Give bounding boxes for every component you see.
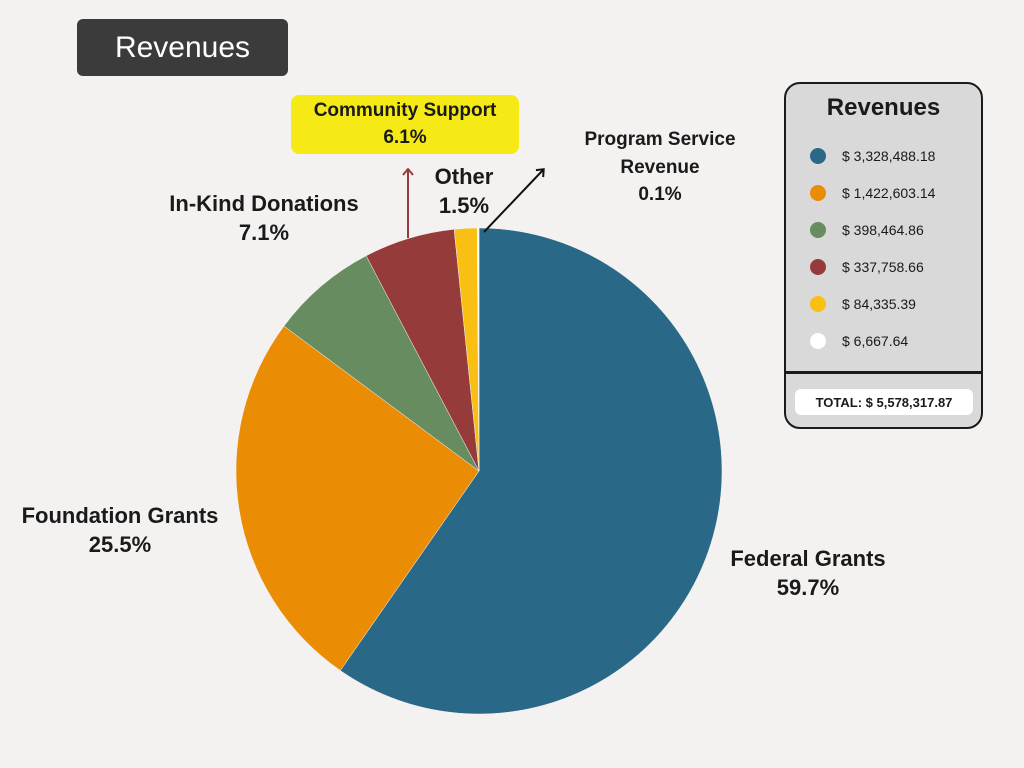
page-title: Revenues [77, 19, 288, 76]
legend-title: Revenues [826, 94, 941, 121]
pie-slice-federal-grants [339, 227, 723, 715]
legend-swatch [810, 296, 826, 312]
label-community-support: Community Support 6.1% [291, 95, 519, 155]
legend: Revenues $ 3,328,488.18 $ 1,422,603.14 $… [784, 82, 983, 429]
legend-item-value: $ 3,328,488.18 [842, 148, 936, 164]
label-federal-grants: Federal Grants 59.7% [716, 545, 900, 602]
label-foundation-grants: Foundation Grants 25.5% [8, 502, 232, 559]
legend-item-value: $ 6,667.64 [842, 333, 909, 349]
legend-item: $ 337,758.66 [810, 256, 924, 278]
program-service-name-line2: Revenue [620, 156, 700, 178]
legend-swatch [810, 222, 826, 238]
program-service-percent: 0.1% [638, 184, 682, 206]
program-service-name-line1: Program Service [584, 129, 736, 150]
pie-slice-in-kind-donations [283, 255, 480, 472]
in-kind-donations-percent: 7.1% [238, 219, 290, 245]
legend-item-value: $ 84,335.39 [842, 296, 916, 312]
legend-divider [786, 371, 981, 374]
federal-grants-name: Federal Grants [730, 546, 886, 571]
program-service-arrow [483, 168, 545, 233]
community-support-percent: 6.1% [383, 126, 427, 148]
legend-total: TOTAL: $ 5,578,317.87 [795, 389, 973, 415]
foundation-grants-name: Foundation Grants [21, 503, 219, 528]
label-other: Other 1.5% [420, 163, 508, 220]
community-support-name: Community Support [313, 100, 497, 121]
other-name: Other [434, 164, 494, 189]
pie-slice-program-service-revenue [476, 227, 480, 472]
legend-item-value: $ 337,758.66 [842, 259, 924, 275]
legend-swatch [810, 259, 826, 275]
legend-swatch [810, 148, 826, 164]
label-program-service-revenue: Program Service Revenue 0.1% [560, 126, 760, 209]
foundation-grants-percent: 25.5% [88, 531, 152, 557]
in-kind-donations-name: In-Kind Donations [169, 191, 359, 216]
legend-item: $ 398,464.86 [810, 219, 924, 241]
legend-item: $ 6,667.64 [810, 330, 908, 352]
legend-item-value: $ 1,422,603.14 [842, 185, 936, 201]
legend-item-value: $ 398,464.86 [842, 222, 924, 238]
label-in-kind-donations: In-Kind Donations 7.1% [154, 190, 374, 247]
federal-grants-percent: 59.7% [776, 574, 840, 600]
legend-swatch [810, 333, 826, 349]
legend-item: $ 1,422,603.14 [810, 182, 935, 204]
legend-item: $ 84,335.39 [810, 293, 916, 315]
legend-item: $ 3,328,488.18 [810, 145, 935, 167]
other-percent: 1.5% [438, 192, 490, 218]
legend-swatch [810, 185, 826, 201]
pie-slice-foundation-grants [235, 325, 480, 671]
